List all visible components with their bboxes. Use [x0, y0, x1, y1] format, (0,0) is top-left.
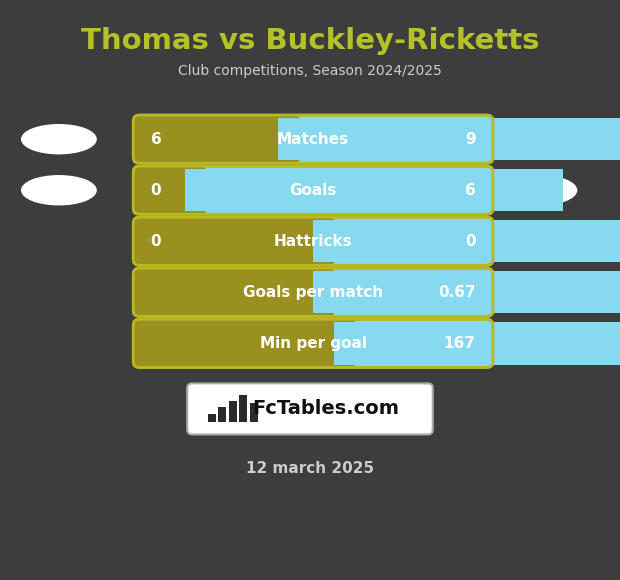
Bar: [218, 407, 226, 422]
Text: FcTables.com: FcTables.com: [252, 400, 399, 418]
Text: 167: 167: [444, 336, 476, 351]
Text: 9: 9: [465, 132, 476, 147]
Text: Club competitions, Season 2024/2025: Club competitions, Season 2024/2025: [178, 64, 442, 78]
Ellipse shape: [22, 125, 96, 154]
Ellipse shape: [502, 176, 577, 205]
Bar: [334, 322, 620, 365]
Ellipse shape: [502, 125, 577, 154]
FancyBboxPatch shape: [133, 268, 493, 317]
FancyBboxPatch shape: [133, 115, 300, 164]
Text: Min per goal: Min per goal: [260, 336, 366, 351]
Bar: [185, 169, 563, 211]
Bar: [278, 118, 620, 160]
Ellipse shape: [22, 176, 96, 205]
FancyBboxPatch shape: [133, 218, 493, 266]
Text: Thomas vs Buckley-Ricketts: Thomas vs Buckley-Ricketts: [81, 27, 539, 55]
Bar: [239, 395, 247, 422]
Bar: [250, 403, 258, 422]
FancyBboxPatch shape: [133, 166, 493, 214]
FancyBboxPatch shape: [133, 319, 493, 368]
FancyBboxPatch shape: [133, 319, 356, 368]
FancyBboxPatch shape: [133, 218, 335, 266]
Bar: [208, 414, 216, 422]
Bar: [229, 401, 237, 422]
FancyBboxPatch shape: [133, 166, 206, 214]
Bar: [313, 220, 620, 262]
FancyBboxPatch shape: [187, 383, 433, 434]
Text: 0.67: 0.67: [438, 285, 476, 300]
Text: Matches: Matches: [277, 132, 349, 147]
Text: Hattricks: Hattricks: [274, 234, 352, 249]
Bar: [313, 271, 620, 313]
Text: 0: 0: [465, 234, 476, 249]
Text: 6: 6: [465, 183, 476, 198]
Text: 0: 0: [151, 234, 161, 249]
FancyBboxPatch shape: [133, 115, 493, 164]
Text: 0: 0: [151, 183, 161, 198]
FancyBboxPatch shape: [133, 268, 335, 317]
Text: 12 march 2025: 12 march 2025: [246, 461, 374, 476]
Text: Goals: Goals: [290, 183, 337, 198]
Text: 6: 6: [151, 132, 161, 147]
Text: Goals per match: Goals per match: [243, 285, 383, 300]
